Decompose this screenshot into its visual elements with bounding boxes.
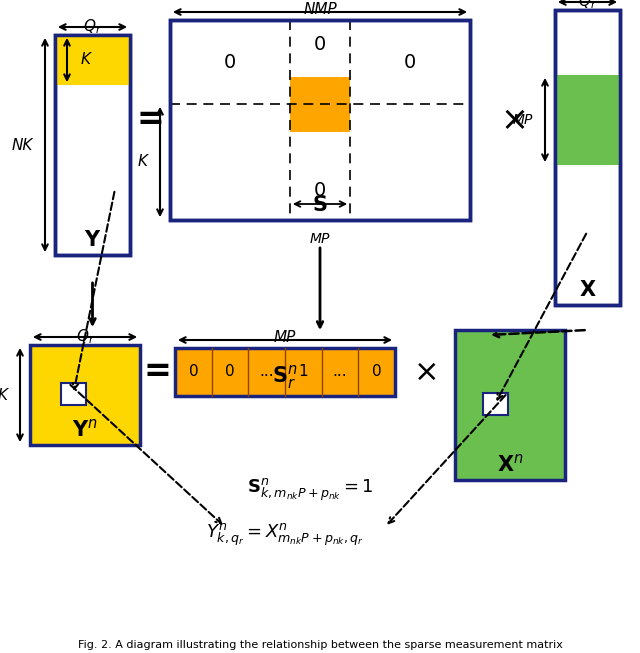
Bar [555,10,620,305]
Text: $\mathbf{S}^n_{k,m_{nk}P+p_{nk}}=1$: $\mathbf{S}^n_{k,m_{nk}P+p_{nk}}=1$ [246,477,373,503]
Bar [170,20,470,220]
Text: 0: 0 [189,364,198,379]
Text: K: K [81,52,91,67]
Bar [61,383,86,405]
Text: 0: 0 [225,364,235,379]
Bar [483,393,508,415]
Text: $Y^n_{k,q_r} = X^n_{m_{nk}P+p_{nk},q_r}$: $Y^n_{k,q_r} = X^n_{m_{nk}P+p_{nk},q_r}$ [206,522,364,548]
Bar [55,35,130,255]
Bar [55,35,130,85]
Bar [30,345,140,445]
Bar [290,76,350,131]
Text: 0: 0 [372,364,381,379]
Text: NMP: NMP [303,2,337,17]
Text: 0: 0 [404,52,416,71]
Text: K: K [138,155,148,170]
Text: =: = [143,355,172,389]
Text: MP: MP [274,330,296,345]
Text: $\mathbf{S}_r^n$: $\mathbf{S}_r^n$ [272,363,298,391]
Text: ...: ... [259,364,274,379]
Text: MP: MP [310,232,330,246]
Text: 0: 0 [224,52,236,71]
Text: $\times$: $\times$ [500,103,525,136]
Text: $\mathbf{X}^n$: $\mathbf{X}^n$ [497,453,524,475]
Bar [170,20,470,220]
Bar [555,75,620,165]
Text: MP: MP [513,113,533,127]
Text: NK: NK [12,138,33,153]
Bar [555,10,620,305]
Bar [455,330,565,480]
Text: =: = [136,103,164,136]
Text: $\mathbf{Y}^n$: $\mathbf{Y}^n$ [72,418,98,440]
Text: $\times$: $\times$ [413,357,436,387]
Text: 1: 1 [298,364,308,379]
Text: $\mathbf{Y}$: $\mathbf{Y}$ [84,230,101,250]
Text: $\mathbf{S}$: $\mathbf{S}$ [312,195,328,215]
Text: $Q_r$: $Q_r$ [76,327,95,345]
Text: $\mathbf{X}$: $\mathbf{X}$ [579,280,596,300]
Text: 0: 0 [314,35,326,54]
Bar [55,35,130,255]
Text: 0: 0 [314,180,326,200]
Text: $Q_r$: $Q_r$ [578,0,597,10]
Text: K: K [0,387,8,402]
Text: Fig. 2. A diagram illustrating the relationship between the sparse measurement m: Fig. 2. A diagram illustrating the relat… [77,640,563,650]
Text: ...: ... [333,364,348,379]
Bar [175,348,395,396]
Text: $Q_r$: $Q_r$ [83,17,102,36]
